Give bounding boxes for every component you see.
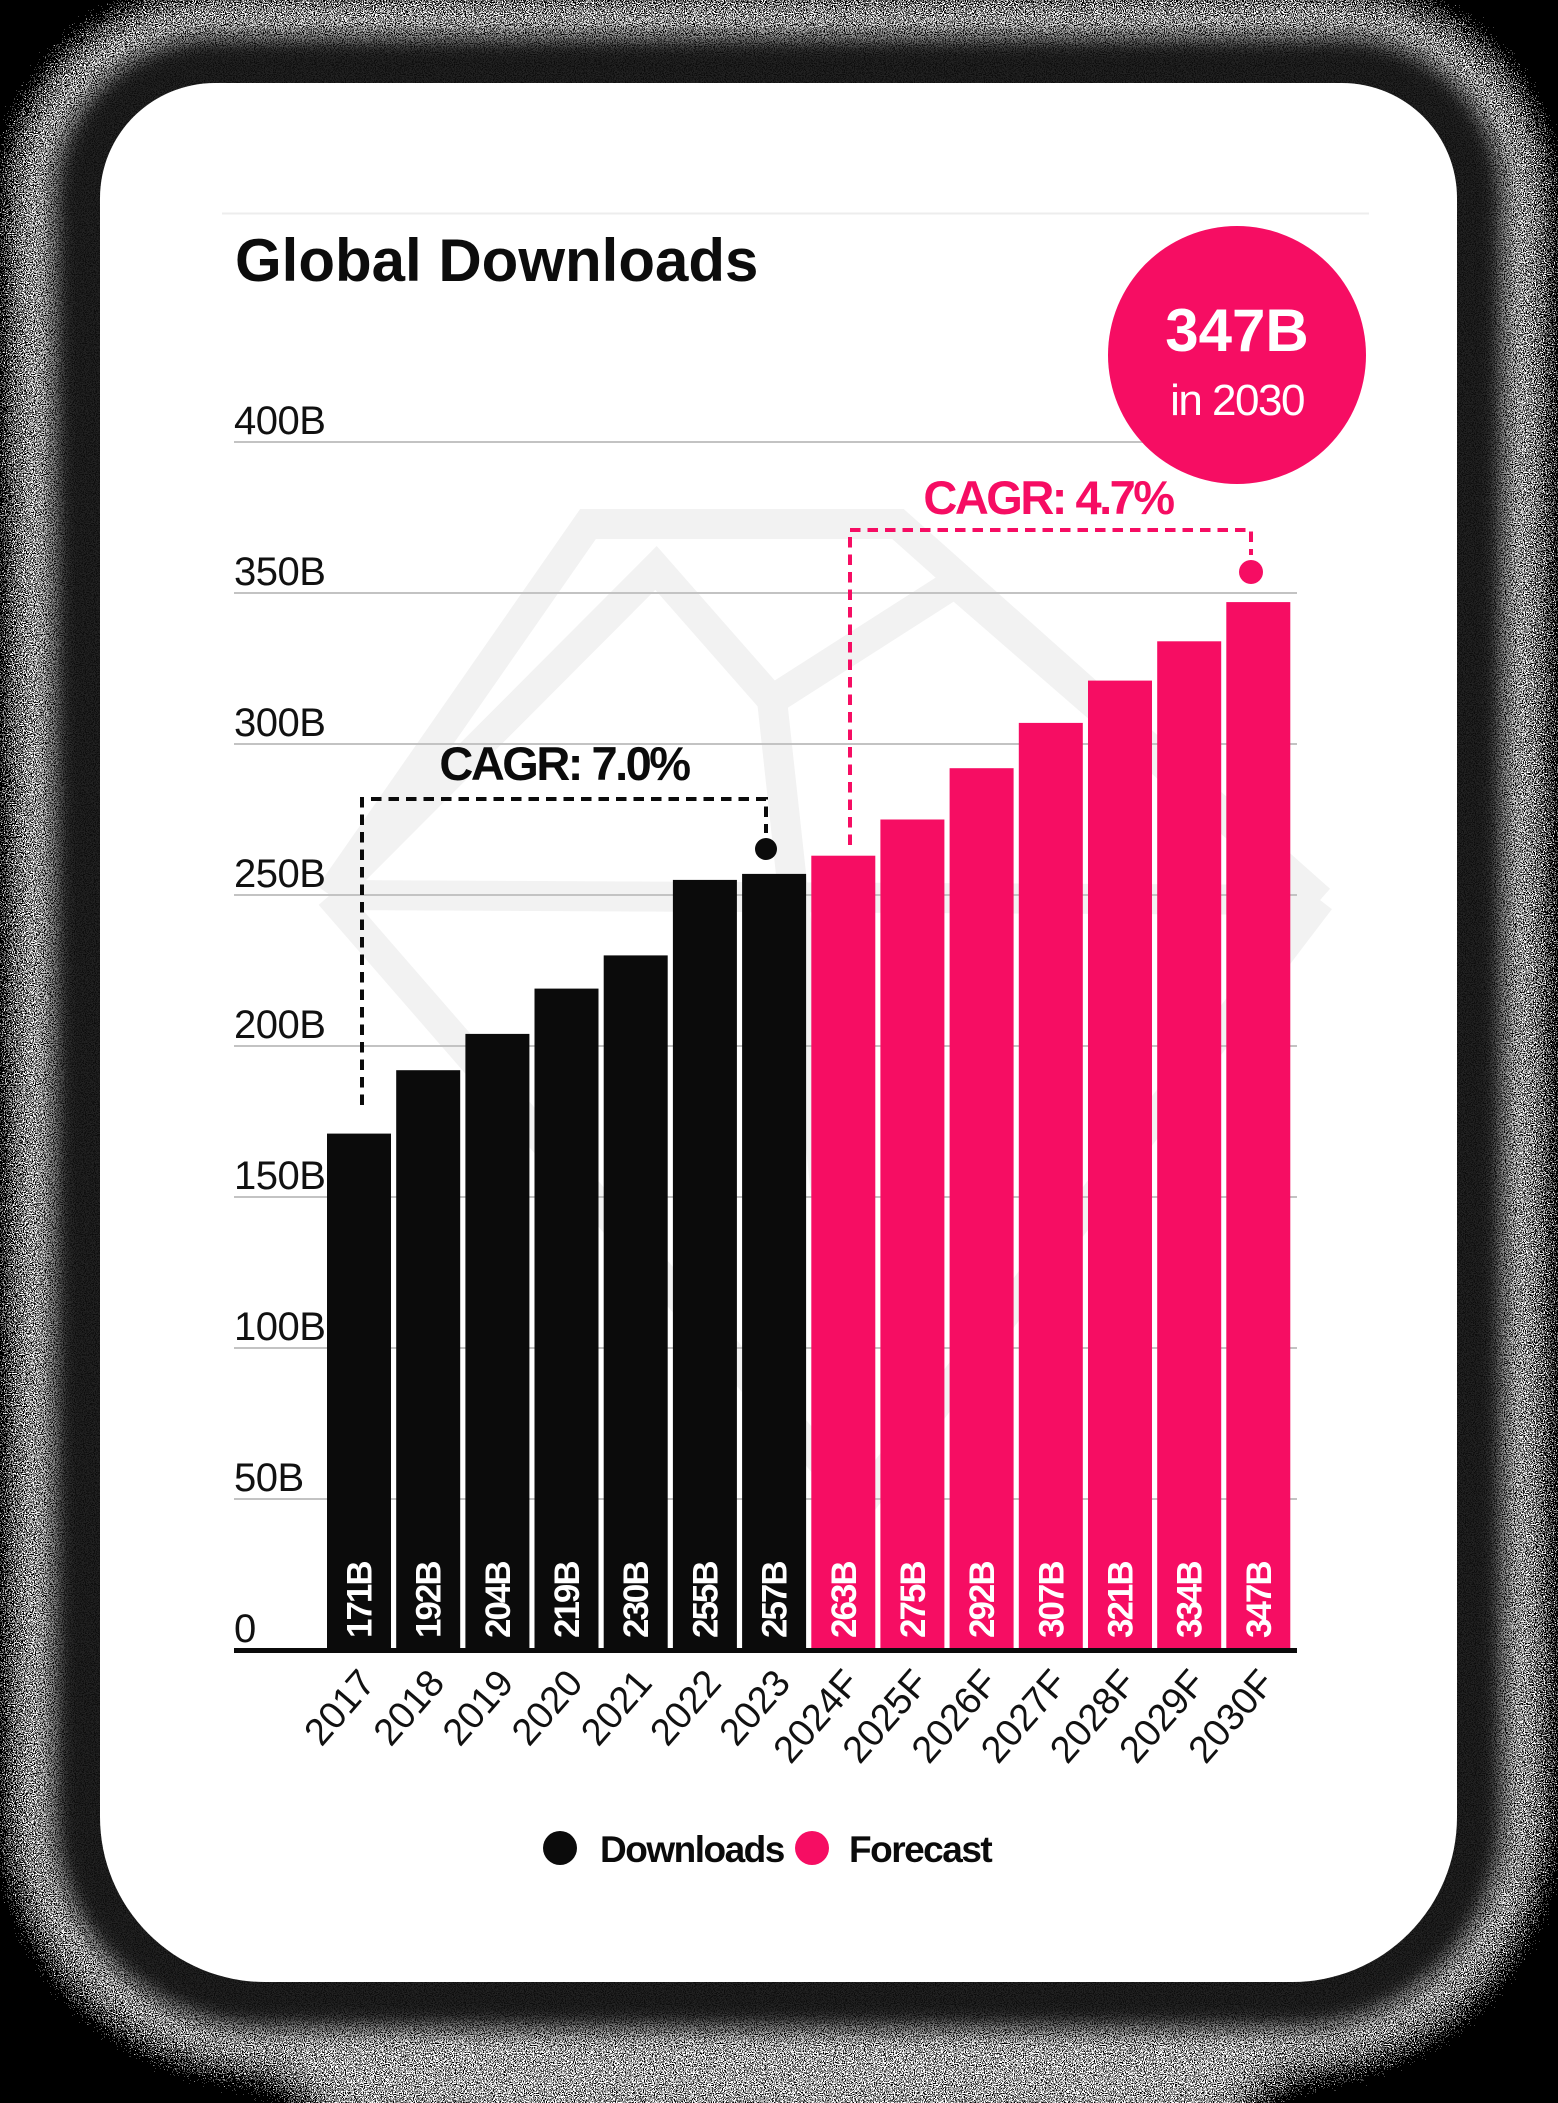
svg-text:275B: 275B — [894, 1562, 933, 1638]
svg-text:400B: 400B — [234, 399, 325, 443]
svg-text:257B: 257B — [756, 1562, 795, 1638]
svg-text:334B: 334B — [1171, 1562, 1210, 1638]
svg-text:200B: 200B — [234, 1003, 325, 1047]
svg-text:CAGR: 4.7%: CAGR: 4.7% — [923, 471, 1174, 524]
svg-text:321B: 321B — [1102, 1562, 1141, 1638]
svg-text:255B: 255B — [686, 1562, 725, 1638]
svg-text:347B: 347B — [1165, 297, 1308, 364]
svg-text:CAGR: 7.0%: CAGR: 7.0% — [439, 737, 690, 790]
svg-text:150B: 150B — [234, 1154, 325, 1198]
svg-text:Global Downloads: Global Downloads — [235, 227, 758, 294]
svg-text:219B: 219B — [548, 1562, 587, 1638]
svg-text:300B: 300B — [234, 701, 325, 745]
svg-text:292B: 292B — [963, 1562, 1002, 1638]
svg-text:171B: 171B — [341, 1562, 380, 1638]
svg-text:192B: 192B — [410, 1562, 449, 1638]
svg-text:50B: 50B — [234, 1456, 304, 1500]
svg-text:307B: 307B — [1032, 1562, 1071, 1638]
svg-text:in 2030: in 2030 — [1170, 376, 1304, 425]
svg-text:230B: 230B — [617, 1562, 656, 1638]
svg-text:204B: 204B — [479, 1562, 518, 1638]
svg-text:350B: 350B — [234, 550, 325, 594]
svg-text:263B: 263B — [825, 1562, 864, 1638]
svg-text:0: 0 — [234, 1607, 256, 1651]
svg-text:250B: 250B — [234, 852, 325, 896]
svg-text:347B: 347B — [1240, 1562, 1279, 1638]
svg-text:Downloads: Downloads — [600, 1829, 785, 1870]
svg-text:Forecast: Forecast — [849, 1829, 992, 1870]
svg-text:100B: 100B — [234, 1305, 325, 1349]
